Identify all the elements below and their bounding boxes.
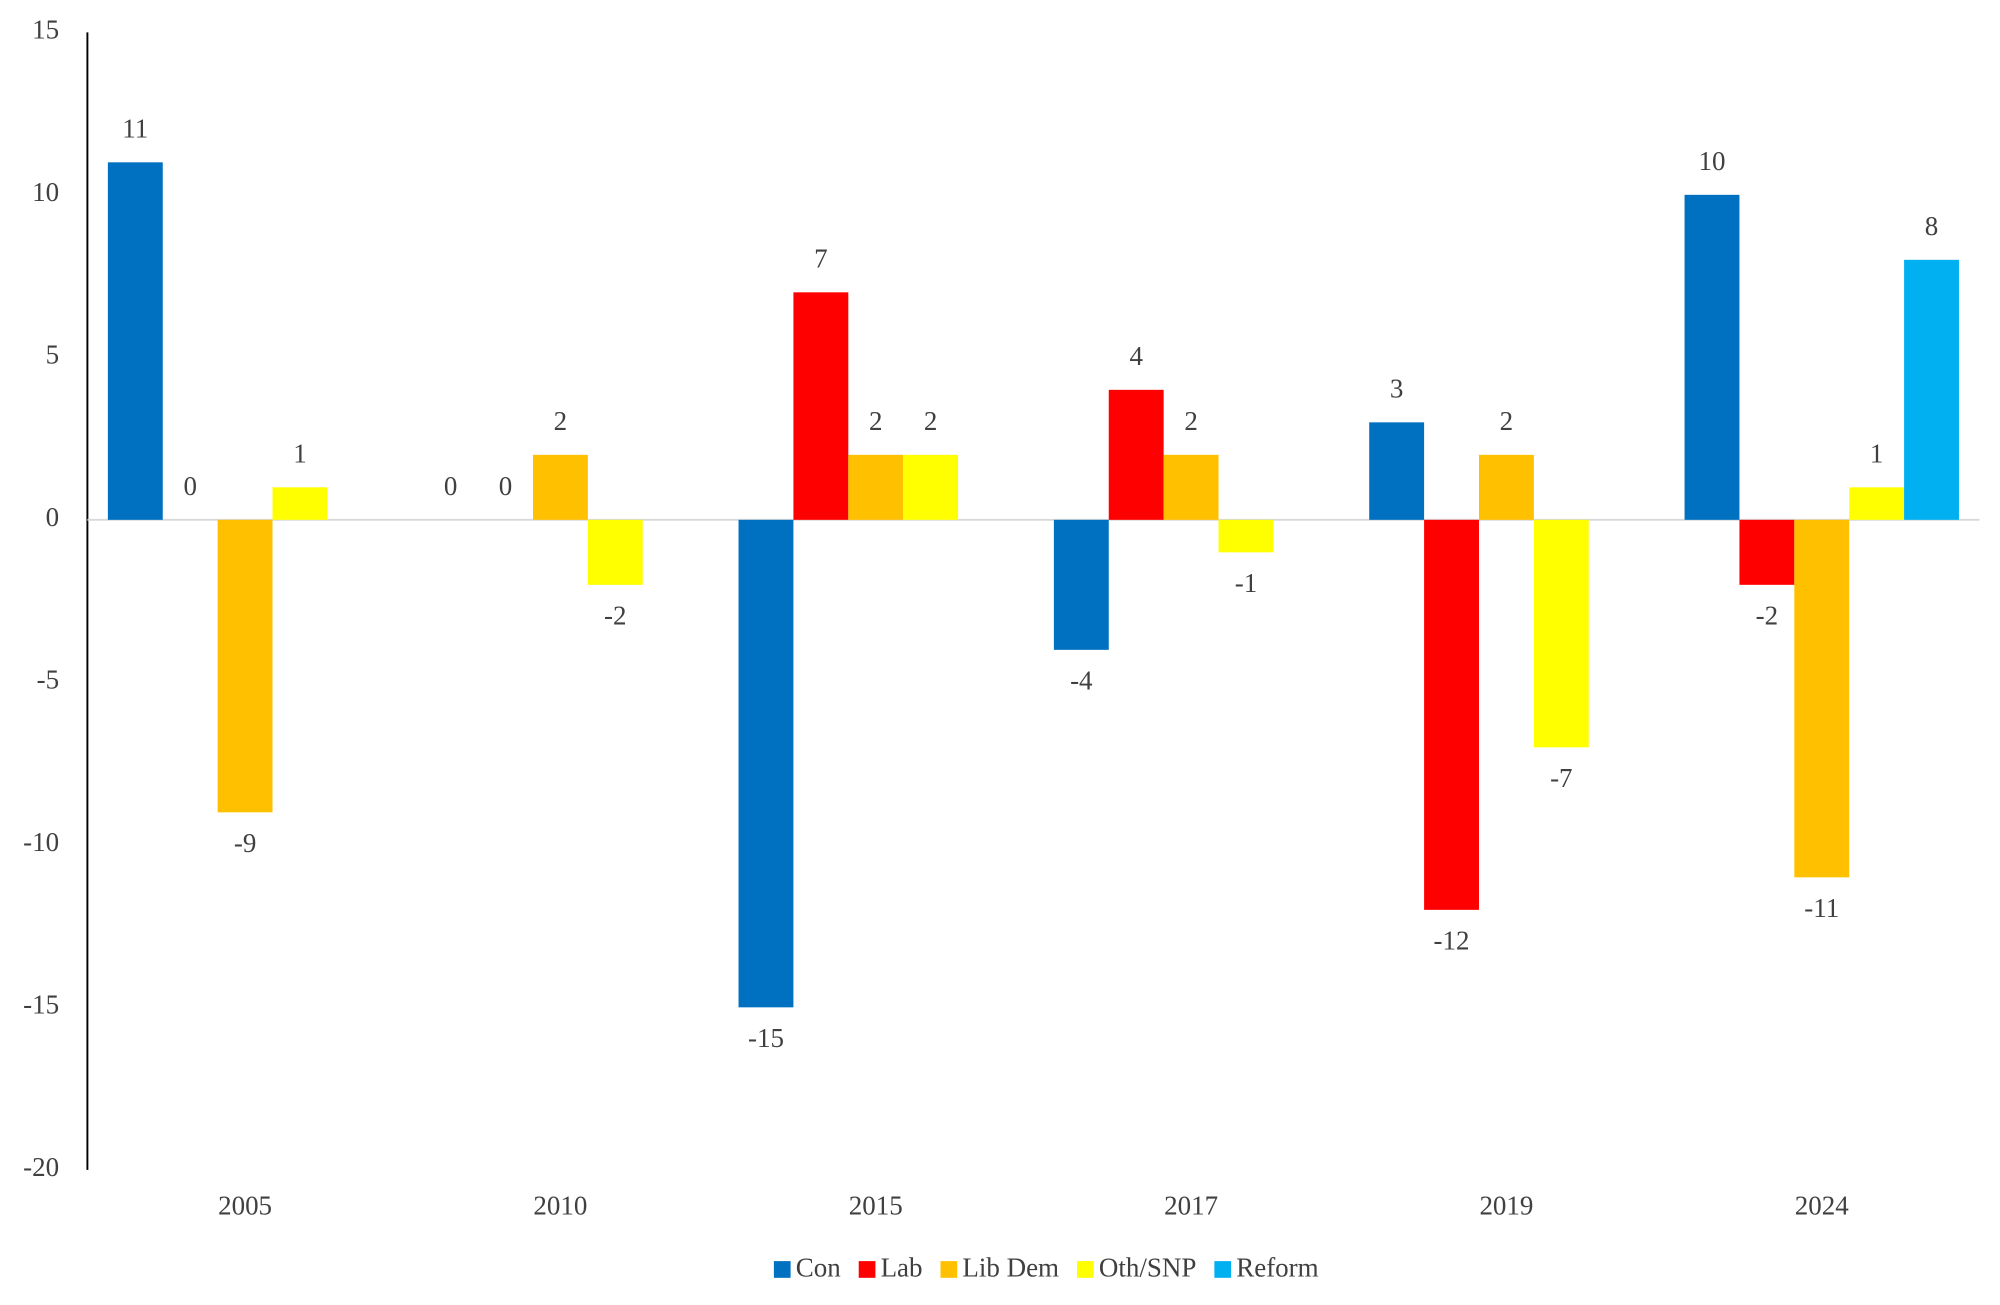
value-label: -4 [1070,665,1093,695]
legend-item: Reform [1214,1252,1319,1282]
value-label: 4 [1129,341,1143,371]
bar [587,519,643,585]
legend-item: Oth/SNP [1077,1252,1196,1282]
bar [1739,519,1795,585]
value-label: 2 [554,406,568,436]
x-tick-label: 2024 [1795,1191,1849,1221]
value-label: 0 [183,471,197,501]
x-tick-label: 2017 [1164,1191,1218,1221]
bar [903,454,959,520]
value-label: -7 [1550,763,1572,793]
bar [1053,519,1109,650]
legend-item: Lib Dem [940,1252,1059,1282]
x-tick-label: 2019 [1479,1191,1533,1221]
value-label: 1 [293,439,307,469]
value-label: -11 [1804,893,1839,923]
legend-label: Lab [881,1252,923,1282]
bar [1478,454,1534,520]
bar [272,487,328,520]
value-label: 0 [499,471,512,501]
legend-label: Con [796,1252,841,1282]
legend-swatch [858,1261,876,1278]
value-label: 7 [814,244,828,274]
value-label: 2 [1500,406,1514,436]
bar [1533,519,1589,748]
bar [793,292,849,520]
value-label: -2 [1756,600,1778,630]
value-label: 10 [1699,146,1726,176]
legend-label: Reform [1236,1252,1318,1282]
legend-swatch [1214,1261,1232,1278]
value-label: 3 [1390,374,1404,404]
value-label: -12 [1434,925,1470,955]
y-tick-label: -5 [37,665,59,695]
x-tick-label: 2010 [533,1191,587,1221]
y-tick-label: -10 [23,827,59,857]
value-label: -2 [604,600,626,630]
bar [1218,519,1274,553]
value-label: -15 [748,1023,784,1053]
y-tick-label: -20 [23,1152,59,1182]
legend-item: Lab [858,1252,923,1282]
value-label: 8 [1925,211,1939,241]
y-tick-label: 0 [46,502,60,532]
bar [1684,194,1740,520]
y-tick-label: -15 [23,990,59,1020]
legend-label: Lib Dem [962,1252,1059,1282]
value-label: 2 [924,406,938,436]
value-label: -1 [1235,568,1257,598]
legend-swatch [773,1261,791,1278]
bar [1163,454,1219,520]
bar [1904,259,1959,520]
value-label: 0 [444,471,457,501]
legend-label: Oth/SNP [1099,1252,1196,1282]
bar [532,454,588,520]
bar [1424,519,1479,910]
y-tick-label: 10 [32,177,59,207]
y-tick-label: 15 [32,15,59,45]
value-label: 2 [1184,406,1198,436]
legend-swatch [1077,1261,1094,1278]
value-label: 11 [122,114,148,144]
x-tick-label: 2005 [218,1191,272,1221]
bar [1794,519,1850,878]
value-label: 1 [1870,439,1884,469]
value-label: 2 [869,406,882,436]
bar [1849,487,1905,520]
bar [1369,422,1425,520]
x-tick-label: 2015 [849,1191,903,1221]
legend-item: Con [773,1252,841,1282]
bar [738,519,794,1008]
bar [107,162,163,520]
value-label: -9 [234,828,256,858]
y-tick-label: 5 [46,340,60,370]
legend-swatch [940,1261,958,1278]
bar [848,454,904,520]
bar [217,519,273,813]
bar [1108,389,1164,520]
